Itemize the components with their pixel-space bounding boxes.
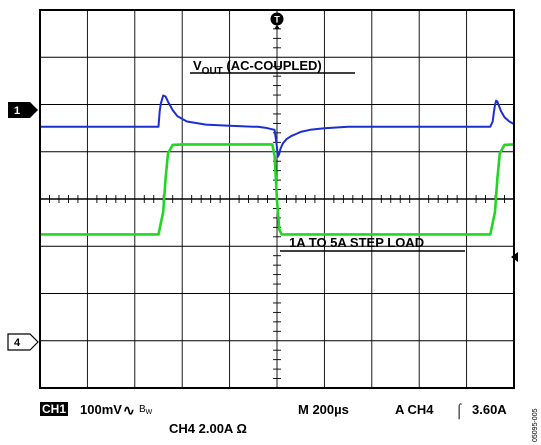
timebase: M 200µs: [298, 402, 349, 417]
step-load-label: 1A TO 5A STEP LOAD: [280, 235, 465, 252]
figure-id: 05095-005: [532, 408, 539, 442]
bandwidth-limit-label: BW: [139, 404, 153, 416]
vout-label-sub: OUT: [202, 66, 223, 77]
trigger-position-marker-label: T: [274, 15, 280, 25]
step-load-current-trace: [40, 143, 515, 236]
ch4-scale: CH4 2.00A Ω: [169, 421, 247, 436]
channel-1-marker: 1: [8, 102, 38, 118]
ch1-badge: [40, 402, 68, 416]
trigger-position-marker: T: [270, 12, 284, 29]
step-load-label-text: 1A TO 5A STEP LOAD: [289, 235, 424, 250]
channel-4-marker: 4: [7, 333, 39, 351]
vout-label: VOUT (AC-COUPLED): [190, 58, 355, 77]
traces: [40, 94, 515, 236]
svg-text:VOUT (AC-COUPLED): VOUT (AC-COUPLED): [193, 58, 322, 77]
screen-frame: [39, 9, 515, 389]
vout-label-rest: (AC-COUPLED): [223, 58, 322, 73]
channel-1-marker-label: 1: [14, 105, 20, 117]
vout-label-main: V: [193, 58, 202, 73]
trigger-level: 3.60A: [472, 402, 507, 417]
vout-trace: [40, 94, 515, 158]
trigger-level-arrow: [511, 252, 518, 262]
ch1-badge-label: CH1: [42, 402, 66, 416]
graticule: [40, 10, 514, 388]
trigger-source: A CH4: [395, 402, 434, 417]
bandwidth-limit-icon: ∿: [123, 402, 135, 418]
scope-readout: CH1 100mV ∿ BW M 200µs A CH4 ⌠ 3.60A CH4…: [40, 402, 507, 436]
ch1-scale: 100mV: [80, 402, 122, 417]
channel-4-marker-label: 4: [14, 337, 21, 349]
trigger-slope-icon: ⌠: [455, 402, 463, 420]
